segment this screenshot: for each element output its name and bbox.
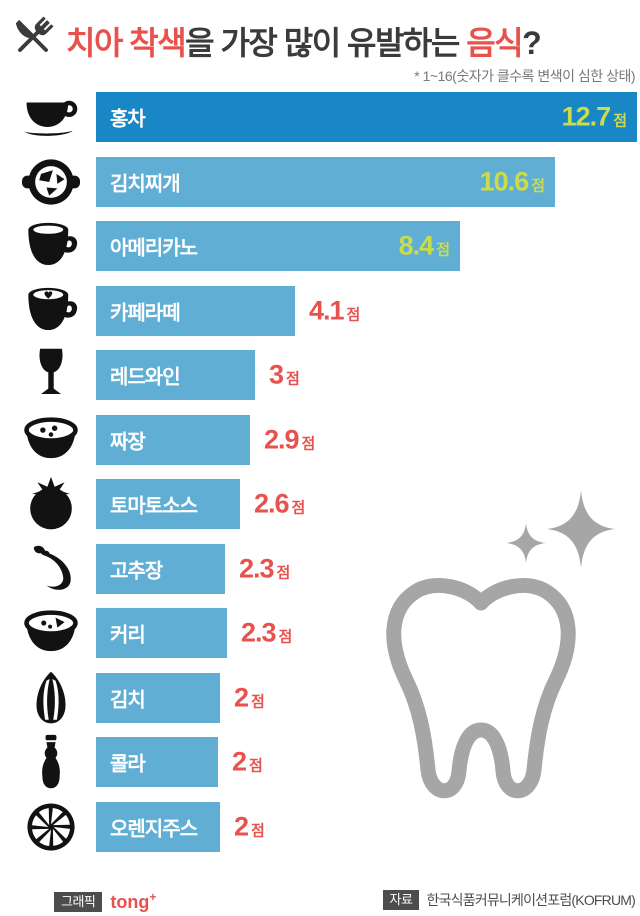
unit-label: 점 xyxy=(286,370,300,388)
unit-label: 점 xyxy=(613,112,627,130)
credit-badge: 그래픽 xyxy=(54,891,103,912)
chart-row: 토마토소스 2.6 점 xyxy=(0,476,640,530)
americano-mug-icon xyxy=(10,216,92,276)
bar: 고추장 xyxy=(96,543,225,594)
unit-label: 점 xyxy=(291,499,306,517)
unit-label: 점 xyxy=(436,241,450,259)
latte-cup-icon xyxy=(10,281,92,341)
title-part: 치아 착색 xyxy=(66,25,187,61)
bar-value: 8.4 점 xyxy=(398,230,450,261)
bar-label: 아메리카노 xyxy=(110,237,198,260)
bar-label: 고추장 xyxy=(110,560,163,582)
unit-label: 점 xyxy=(251,693,265,710)
footer-source: 자료 한국식품커뮤니케이션포럼(KOFRUM) xyxy=(382,890,636,910)
title-part: 을 가장 많이 유발하는 xyxy=(185,25,467,61)
chart-row: 커리 2.3 점 xyxy=(0,608,640,658)
bar-value: 2.6 점 xyxy=(254,488,306,519)
chart-row: 카페라떼 4.1 점 xyxy=(0,285,640,336)
stew-pot-icon xyxy=(10,152,92,212)
bar-label: 홍차 xyxy=(110,108,146,131)
bar-label: 레드와인 xyxy=(110,366,181,389)
scale-note: * 1~16(숫자가 클수록 변색이 심한 상태) xyxy=(414,68,635,84)
bar: 홍차 12.7 점 xyxy=(96,92,637,142)
bar-label: 김치 xyxy=(110,689,146,711)
curry-bowl-icon xyxy=(10,603,92,663)
bar: 콜라 xyxy=(96,737,218,787)
unit-label: 점 xyxy=(251,822,265,839)
cola-bottle-icon xyxy=(10,732,92,792)
bar: 짜장 xyxy=(96,414,250,465)
chart-row: 홍차 12.7 점 xyxy=(0,92,640,142)
cabbage-icon xyxy=(10,668,92,728)
bar-value: 2.3 점 xyxy=(241,617,293,648)
bar: 커리 xyxy=(96,608,227,658)
chart-row: 아메리카노 8.4 점 xyxy=(0,221,640,271)
chart-row: 김치찌개 10.6 점 xyxy=(0,156,640,207)
bar-label: 토마토소스 xyxy=(110,495,198,518)
bar-value: 2.9 점 xyxy=(264,424,316,454)
bar: 아메리카노 8.4 점 xyxy=(96,221,460,271)
teacup-icon xyxy=(10,87,92,147)
bar-label: 콜라 xyxy=(110,753,146,776)
bar: 토마토소스 xyxy=(96,479,240,529)
unit-label: 점 xyxy=(346,306,361,323)
unit-label: 점 xyxy=(249,757,263,775)
bar-label: 오렌지주스 xyxy=(110,818,198,840)
source-text: 한국식품커뮤니케이션포럼(KOFRUM) xyxy=(426,892,635,908)
title-part: ? xyxy=(522,25,542,61)
page-title: 치아 착색을 가장 많이 유발하는 음식? xyxy=(66,18,542,64)
unit-label: 점 xyxy=(531,177,545,194)
chart-row: 고추장 2.3 점 xyxy=(0,543,640,594)
orange-slice-icon xyxy=(10,797,92,857)
bar-value: 2.3 점 xyxy=(239,553,291,583)
bar-value: 10.6 점 xyxy=(479,166,545,196)
bar: 김치 xyxy=(96,672,220,723)
chart-row: 김치 2 점 xyxy=(0,671,640,723)
chart-row: 콜라 2 점 xyxy=(0,734,640,789)
title-part: 음식 xyxy=(466,25,523,61)
unit-label: 점 xyxy=(276,564,291,581)
bar-value: 4.1 점 xyxy=(309,295,361,325)
source-badge: 자료 xyxy=(382,890,420,910)
chart-row: 레드와인 3 점 xyxy=(0,348,640,400)
chart-row: 짜장 2.9 점 xyxy=(0,414,640,465)
unit-label: 점 xyxy=(278,628,293,646)
bar: 김치찌개 10.6 점 xyxy=(96,156,555,207)
noodle-bowl-icon xyxy=(10,410,92,470)
tooth-icon xyxy=(371,566,591,824)
bar-value: 12.7 점 xyxy=(561,101,627,132)
sparkle-icon xyxy=(547,490,615,568)
bar-label: 커리 xyxy=(110,624,146,647)
bar-label: 짜장 xyxy=(110,431,146,453)
unit-label: 점 xyxy=(301,435,316,452)
tomato-icon xyxy=(10,474,92,534)
sparkle-icon xyxy=(506,521,546,565)
chart-row: 오렌지주스 2 점 xyxy=(0,801,640,852)
bar: 레드와인 xyxy=(96,350,255,400)
bar-label: 카페라떼 xyxy=(110,302,181,324)
footer-credit: 그래픽 tong+ xyxy=(54,890,156,913)
chili-pepper-icon xyxy=(10,539,92,599)
bar: 카페라떼 xyxy=(96,285,295,336)
fork-knife-icon xyxy=(8,12,58,62)
bar: 오렌지주스 xyxy=(96,801,220,852)
brand-logo: tong+ xyxy=(110,890,157,912)
wine-glass-icon xyxy=(10,345,92,405)
bar-label: 김치찌개 xyxy=(110,173,181,195)
header: 치아 착색을 가장 많이 유발하는 음식? xyxy=(8,10,632,62)
